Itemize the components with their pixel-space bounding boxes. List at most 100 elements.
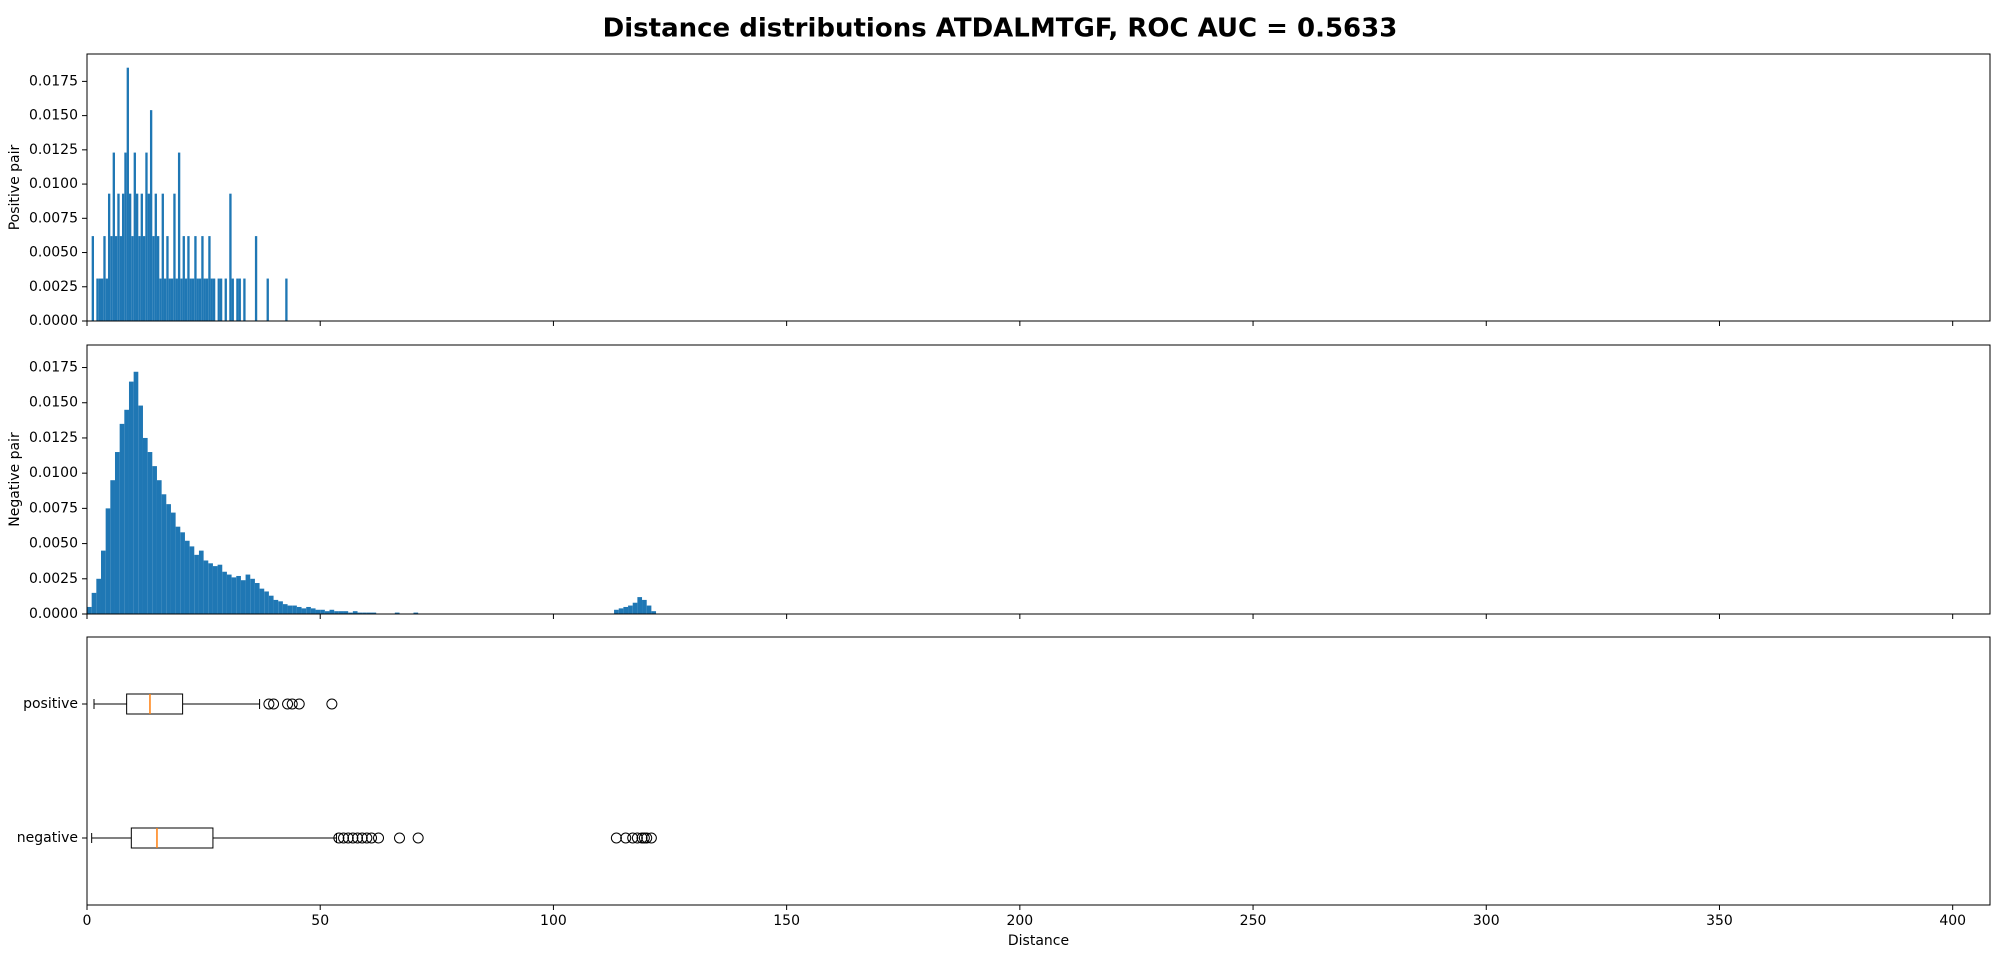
bar bbox=[320, 609, 325, 614]
bar bbox=[632, 602, 638, 614]
bar bbox=[114, 452, 120, 614]
bar bbox=[170, 278, 174, 321]
x-axis-label: Distance bbox=[1008, 933, 1069, 949]
bar bbox=[145, 152, 148, 321]
bar bbox=[87, 606, 92, 614]
bar bbox=[259, 588, 265, 614]
flier bbox=[293, 698, 305, 710]
bar bbox=[292, 605, 297, 614]
bar bbox=[264, 591, 269, 614]
bar bbox=[217, 564, 223, 614]
bar bbox=[194, 236, 197, 321]
bar bbox=[119, 423, 125, 614]
flier bbox=[636, 832, 648, 844]
flier bbox=[627, 832, 639, 844]
y-tick-label: negative bbox=[17, 830, 78, 846]
bar bbox=[224, 278, 227, 321]
flier bbox=[347, 832, 359, 844]
y-tick-label: 0.0100 bbox=[29, 465, 78, 481]
bar bbox=[628, 605, 633, 614]
y-tick-label: 0.0000 bbox=[29, 606, 78, 622]
bar bbox=[180, 532, 185, 614]
bar bbox=[191, 278, 195, 321]
bar bbox=[301, 608, 307, 614]
flier bbox=[352, 832, 364, 844]
bar bbox=[133, 371, 139, 614]
bar bbox=[205, 278, 209, 321]
flier bbox=[631, 832, 643, 844]
bar bbox=[637, 597, 643, 614]
x-tick-label: 50 bbox=[311, 913, 329, 929]
box bbox=[126, 693, 184, 715]
y-tick-label: 0.0000 bbox=[29, 313, 78, 329]
bar bbox=[306, 606, 311, 614]
chart-title: Distance distributions ATDALMTGF, ROC AU… bbox=[603, 14, 1398, 44]
bar bbox=[184, 278, 188, 321]
flier bbox=[342, 832, 354, 844]
bar bbox=[642, 599, 647, 614]
y-tick-label: 0.0025 bbox=[29, 279, 78, 295]
flier bbox=[645, 832, 657, 844]
bar bbox=[352, 611, 358, 614]
y-axis-label: Positive pair bbox=[7, 144, 23, 230]
bar bbox=[173, 193, 176, 321]
x-tick-label: 400 bbox=[1939, 913, 1966, 929]
bar bbox=[219, 278, 223, 321]
bar bbox=[91, 592, 97, 614]
flier bbox=[610, 832, 622, 844]
bar bbox=[240, 580, 246, 614]
bar bbox=[177, 152, 181, 321]
bar bbox=[229, 193, 232, 321]
bar bbox=[196, 278, 199, 321]
bar bbox=[147, 193, 150, 321]
bar bbox=[96, 278, 99, 321]
x-tick-label: 150 bbox=[773, 913, 800, 929]
bar bbox=[212, 278, 216, 321]
bar bbox=[114, 236, 118, 321]
bar bbox=[105, 278, 108, 321]
bar bbox=[182, 236, 185, 321]
bar bbox=[362, 612, 367, 614]
bar bbox=[194, 554, 199, 614]
flier bbox=[620, 832, 632, 844]
bar bbox=[126, 67, 129, 321]
axes-frame bbox=[86, 636, 1991, 906]
bar bbox=[208, 563, 213, 614]
flier bbox=[268, 698, 280, 710]
bar bbox=[135, 193, 139, 321]
bar bbox=[163, 278, 167, 321]
flier bbox=[373, 832, 385, 844]
flier bbox=[333, 832, 345, 844]
bar bbox=[161, 193, 164, 321]
flier bbox=[326, 698, 338, 710]
bar bbox=[100, 278, 104, 321]
bar bbox=[338, 611, 344, 614]
y-tick-label: 0.0150 bbox=[29, 108, 78, 124]
bar bbox=[154, 193, 157, 321]
flier bbox=[361, 832, 373, 844]
bar bbox=[278, 601, 283, 614]
bar bbox=[310, 608, 316, 614]
bar bbox=[156, 480, 162, 614]
bar bbox=[198, 550, 204, 614]
axes-frame bbox=[86, 53, 1991, 322]
bar bbox=[166, 504, 171, 614]
bar bbox=[217, 278, 220, 321]
flier bbox=[263, 698, 275, 710]
bar bbox=[296, 606, 302, 614]
bar bbox=[138, 236, 141, 321]
bar bbox=[348, 612, 353, 614]
bar bbox=[646, 605, 652, 614]
bar bbox=[371, 612, 377, 614]
bar bbox=[413, 612, 419, 614]
bar bbox=[231, 278, 234, 321]
x-tick-label: 250 bbox=[1240, 913, 1267, 929]
bar bbox=[128, 193, 132, 321]
y-tick-label: 0.0175 bbox=[29, 73, 78, 89]
y-tick-label: 0.0075 bbox=[29, 210, 78, 226]
bar bbox=[329, 609, 335, 614]
bar bbox=[107, 193, 111, 321]
bar bbox=[231, 577, 237, 614]
bar bbox=[166, 236, 169, 321]
bar bbox=[149, 110, 153, 321]
